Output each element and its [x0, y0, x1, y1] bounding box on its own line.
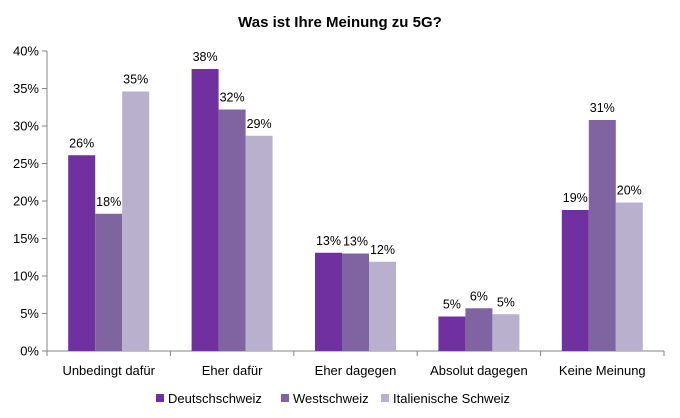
- data-label: 32%: [220, 91, 245, 105]
- data-label: 29%: [247, 117, 272, 131]
- bar: [561, 210, 589, 351]
- data-label: 31%: [590, 101, 615, 115]
- y-tick-label: 20%: [13, 194, 39, 209]
- data-label: 26%: [69, 136, 94, 150]
- data-label: 18%: [96, 195, 121, 209]
- bar: [191, 69, 219, 351]
- bar: [369, 261, 396, 351]
- bars: [68, 69, 643, 351]
- bar: [465, 308, 493, 351]
- bar: [245, 135, 273, 351]
- x-tick-label: Unbedingt dafür: [62, 363, 155, 378]
- y-axis: 0% 5% 10% 15% 20% 25% 30% 35% 40%: [13, 44, 48, 359]
- y-tick-label: 10%: [13, 269, 39, 284]
- chart-title: Was ist Ihre Meinung zu 5G?: [238, 14, 442, 31]
- data-label: 13%: [343, 235, 368, 249]
- data-label: 5%: [443, 298, 461, 312]
- legend-swatch: [156, 394, 164, 402]
- bar: [615, 202, 643, 351]
- x-tick-label: Absolut dagegen: [430, 363, 528, 378]
- bar: [492, 314, 520, 351]
- bar: [588, 120, 616, 351]
- bar: [122, 91, 150, 351]
- legend-label: Deutschschweiz: [168, 391, 262, 406]
- x-axis: Unbedingt dafür Eher dafür Eher dagegen Abs…: [46, 350, 665, 378]
- bar: [218, 109, 246, 351]
- data-label: 20%: [617, 184, 642, 198]
- legend-label: Italienische Schweiz: [393, 391, 510, 406]
- data-label: 13%: [316, 234, 341, 248]
- y-tick-label: 40%: [13, 44, 39, 59]
- legend: Deutschschweiz Westschweiz Italienische Sc…: [156, 391, 510, 406]
- y-tick-label: 35%: [13, 81, 39, 96]
- y-tick-label: 5%: [20, 306, 39, 321]
- bar: [315, 252, 342, 351]
- data-label: 38%: [193, 50, 218, 64]
- legend-swatch: [381, 394, 389, 402]
- legend-label: Westschweiz: [293, 391, 369, 406]
- legend-swatch: [281, 394, 289, 402]
- y-tick-label: 0%: [20, 344, 39, 359]
- bar: [68, 155, 96, 351]
- data-label: 5%: [497, 295, 515, 309]
- x-tick-label: Eher dafür: [202, 363, 263, 378]
- data-label: 6%: [470, 289, 488, 303]
- y-tick-label: 25%: [13, 156, 39, 171]
- y-tick-label: 30%: [13, 119, 39, 134]
- data-labels: 26%18%35%38%32%29%13% 13%12%5%6% 5%19%31%2…: [69, 50, 642, 312]
- bar: [342, 253, 369, 351]
- x-tick-label: Keine Meinung: [559, 363, 646, 378]
- data-label: 19%: [563, 191, 588, 205]
- y-tick-label: 15%: [13, 231, 39, 246]
- data-label: 35%: [123, 73, 148, 87]
- bar: [438, 316, 466, 351]
- x-tick-label: Eher dagegen: [315, 363, 397, 378]
- data-label: 12%: [370, 243, 395, 257]
- bar: [95, 213, 123, 351]
